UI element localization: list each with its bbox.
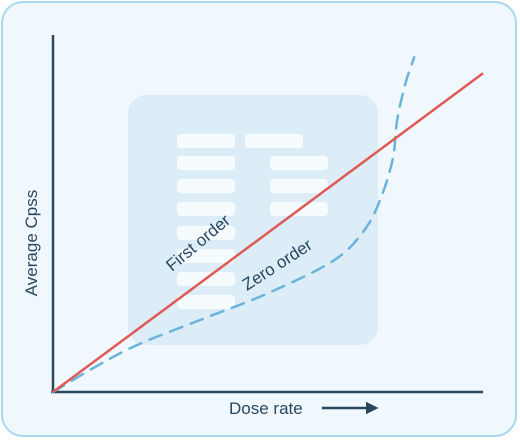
series-line-zero-order <box>51 56 416 394</box>
series-line-first-order <box>52 72 484 394</box>
y-axis-label: Average Cpss <box>22 190 41 296</box>
x-axis-label: Dose rate <box>229 399 303 418</box>
